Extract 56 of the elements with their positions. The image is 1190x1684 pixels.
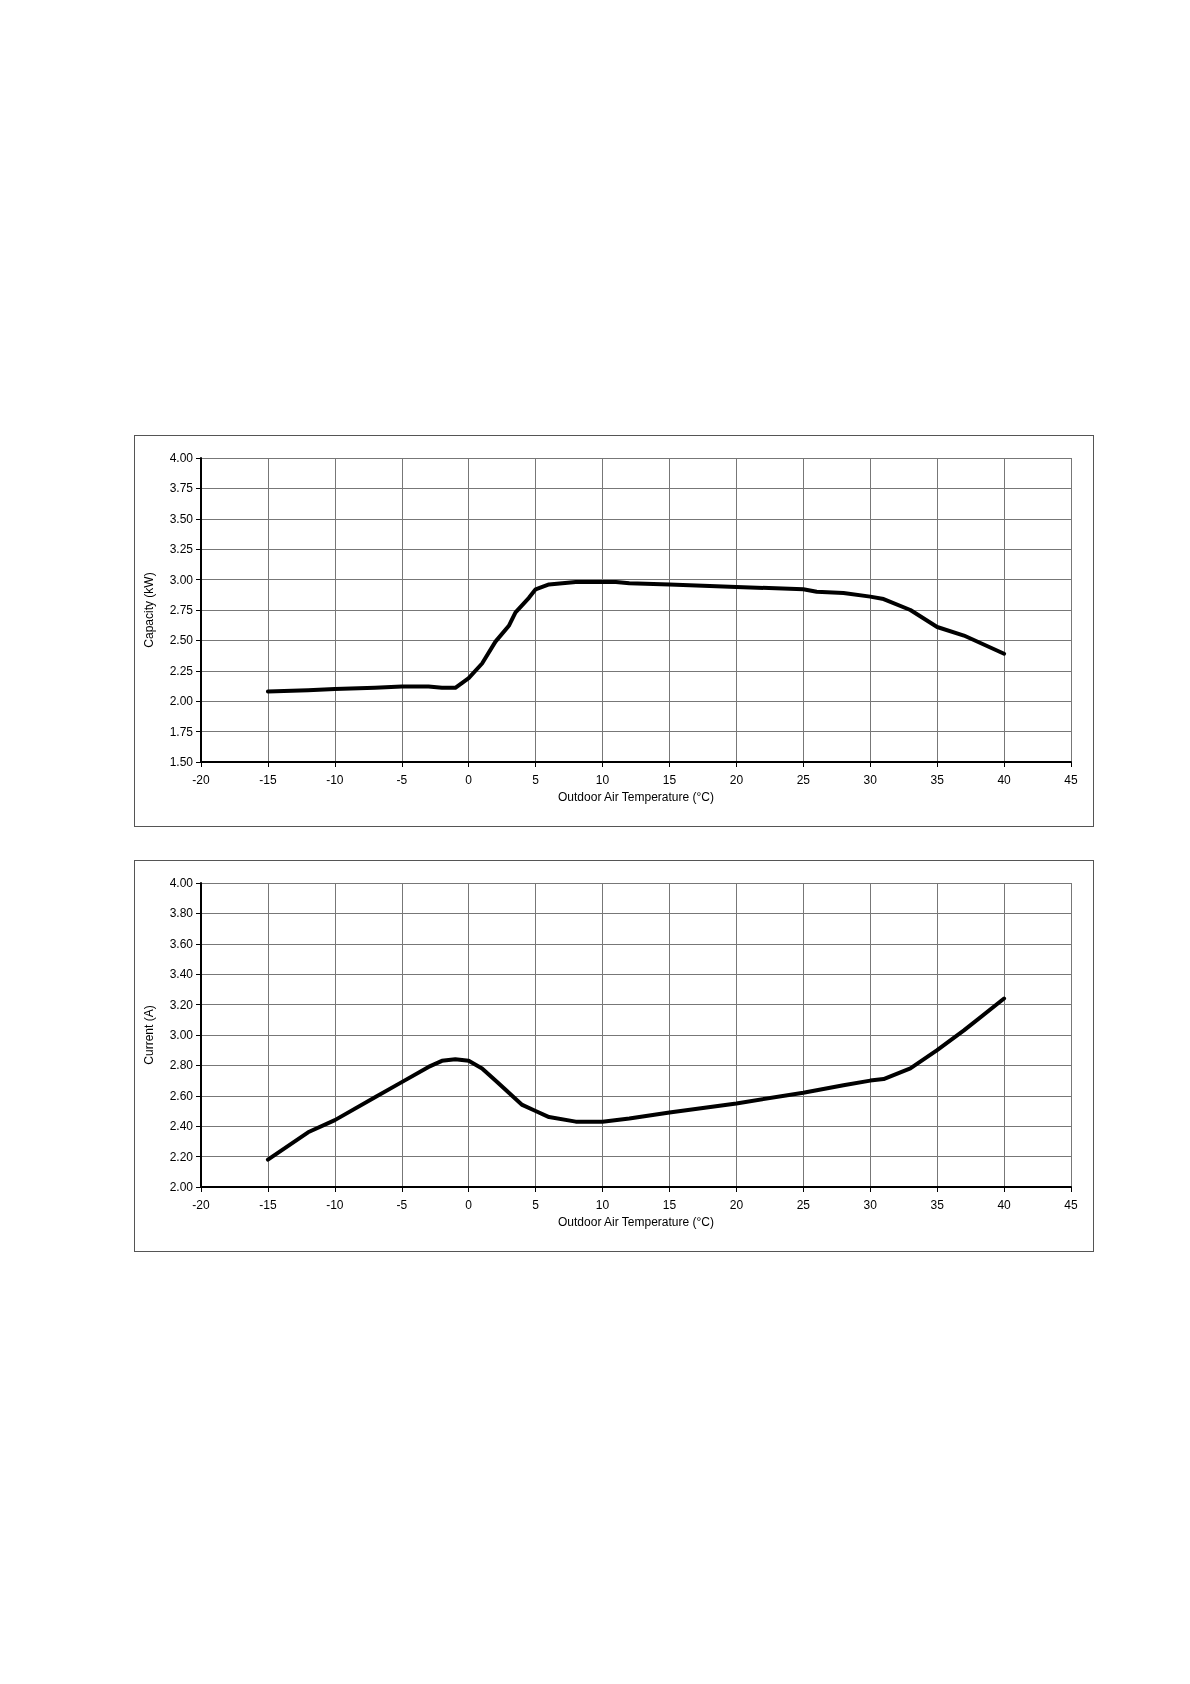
x-tick-label: -10 [326,1198,344,1212]
y-tick-label: 2.75 [169,603,194,617]
x-tick-label: 30 [863,1198,878,1212]
x-tick-label: 5 [532,1198,540,1212]
y-tick-label: 2.40 [169,1119,194,1134]
x-tick-label: -5 [396,773,408,787]
x-tick-label: 0 [465,773,473,787]
y-tick-label: 2.00 [169,1180,194,1194]
y-tick-label: 3.60 [169,936,194,951]
x-tick-label: 15 [662,773,677,787]
y-tick-label: 3.00 [169,572,194,587]
x-tick-label: -15 [259,1198,277,1212]
y-tick-label: 3.75 [169,481,194,496]
x-tick-label: 20 [729,1198,744,1212]
x-tick-label: -15 [259,773,277,787]
x-axis-title: Outdoor Air Temperature (°C) [558,1214,714,1229]
y-tick-label: 4.00 [169,451,194,465]
x-tick-label: 35 [930,773,945,787]
line-series [265,580,1007,694]
x-tick-label: 10 [595,773,610,787]
y-tick-label: 2.50 [169,633,194,648]
y-tick-label: 3.25 [169,542,194,557]
y-tick-label: 2.60 [169,1088,194,1103]
y-tick-label: 2.00 [169,694,194,709]
y-tick-label: 3.20 [169,997,194,1012]
y-tick-label: 1.75 [169,724,194,739]
y-tick-label: 3.80 [169,906,194,921]
y-tick-label: 2.20 [169,1149,194,1164]
y-tick-label: 2.25 [169,663,194,678]
y-tick-label: 4.00 [169,876,194,890]
x-tick-label: 40 [997,773,1012,787]
x-tick-label: 45 [1064,1198,1078,1212]
x-tick-label: 40 [997,1198,1012,1212]
x-tick-label: 10 [595,1198,610,1212]
y-axis-title: Current (A) [142,1005,156,1065]
x-tick-label: 25 [796,773,811,787]
x-tick-label: 20 [729,773,744,787]
y-tick-label: 2.80 [169,1058,194,1073]
y-tick-label: 1.50 [169,755,194,769]
x-tick-label: 15 [662,1198,677,1212]
x-tick-label: -5 [396,1198,408,1212]
x-tick-label: 0 [465,1198,473,1212]
x-tick-label: 35 [930,1198,945,1212]
x-axis-title: Outdoor Air Temperature (°C) [558,789,714,804]
x-tick-label: 5 [532,773,540,787]
y-tick-label: 3.40 [169,967,194,982]
x-tick-label: -20 [192,1198,210,1212]
y-axis-title: Capacity (kW) [142,572,156,648]
y-tick-label: 3.50 [169,511,194,526]
x-tick-label: 45 [1064,773,1078,787]
x-tick-label: 30 [863,773,878,787]
x-tick-label: -20 [192,773,210,787]
x-tick-label: -10 [326,773,344,787]
y-tick-label: 3.00 [169,1028,194,1042]
line-series [265,996,1007,1162]
x-tick-label: 25 [796,1198,811,1212]
